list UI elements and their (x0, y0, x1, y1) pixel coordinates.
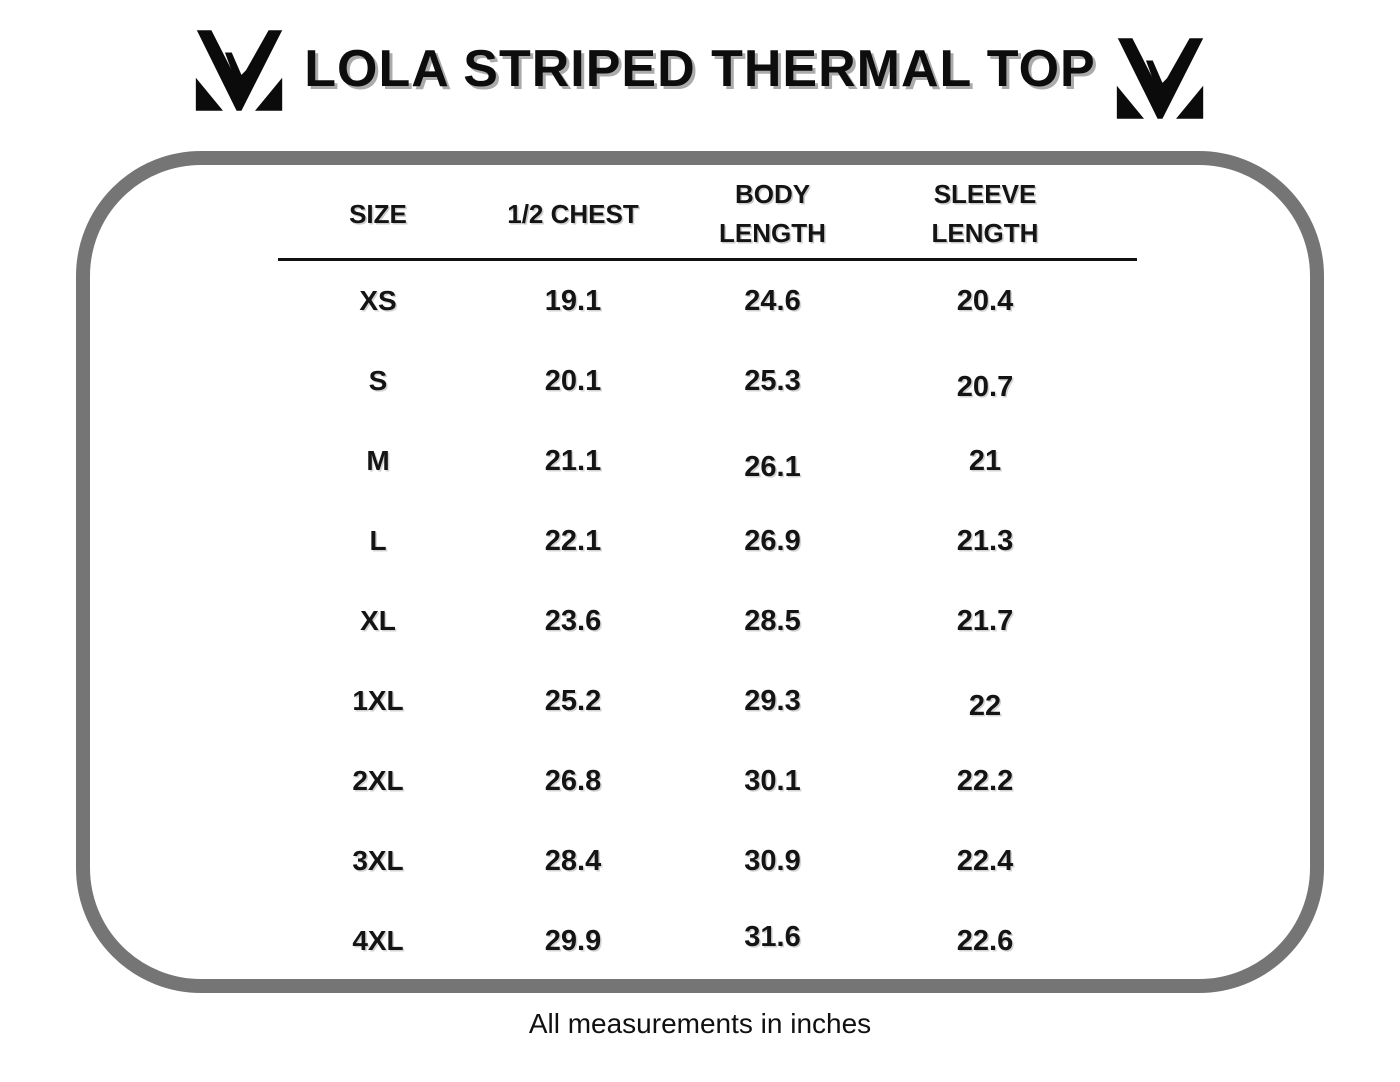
table-row: 1XL 25.2 29.3 22 (278, 661, 1137, 741)
body-cell: 26.1 (744, 450, 801, 483)
chart-frame (76, 151, 1324, 993)
body-cell: 24.6 (744, 284, 801, 317)
measurements-note: All measurements in inches (528, 1008, 872, 1039)
table-row: XS 19.1 24.6 20.4 (278, 261, 1137, 341)
table-header-row: SIZE 1/2 CHEST BODY LENGTH SLEEVE LENGTH (278, 170, 1137, 258)
size-cell: 3XL (352, 845, 404, 876)
sleeve-cell: 21 (968, 444, 1002, 477)
brand-m-logo-icon (191, 25, 288, 113)
sleeve-cell: 22 (968, 689, 1002, 722)
header-divider (278, 258, 1137, 261)
body-cell: 26.9 (744, 524, 801, 557)
body-cell: 30.9 (744, 844, 801, 877)
table-row: 3XL 28.4 30.9 22.4 (278, 821, 1137, 901)
body-cell: 30.1 (744, 764, 801, 797)
chest-cell: 20.1 (544, 364, 602, 397)
chest-cell: 23.6 (544, 604, 602, 637)
table-row: M 21.1 26.1 21 (278, 421, 1137, 501)
sleeve-cell: 20.4 (956, 284, 1014, 317)
brand-m-logo-icon (1112, 33, 1209, 121)
sleeve-cell: 21.3 (956, 524, 1014, 557)
column-header-body: BODY LENGTH (719, 179, 826, 248)
size-cell: 2XL (352, 765, 404, 796)
chest-cell: 26.8 (544, 764, 602, 797)
chest-cell: 29.9 (544, 924, 602, 957)
table-row: 2XL 26.8 30.1 22.2 (278, 741, 1137, 821)
sleeve-cell: 21.7 (956, 604, 1014, 637)
size-cell: XS (359, 285, 397, 316)
sleeve-cell: 22.6 (956, 924, 1014, 957)
size-cell: S (368, 365, 388, 396)
size-cell: M (366, 445, 390, 476)
body-cell: 31.6 (744, 920, 801, 953)
body-cell: 25.3 (744, 364, 801, 397)
size-chart-table: SIZE 1/2 CHEST BODY LENGTH SLEEVE LENGTH… (278, 170, 1137, 981)
table-row: XL 23.6 28.5 21.7 (278, 581, 1137, 661)
body-cell: 28.5 (744, 604, 801, 637)
sleeve-cell: 20.7 (956, 370, 1014, 403)
column-header-sleeve: SLEEVE LENGTH (931, 179, 1039, 248)
chest-cell: 19.1 (544, 284, 602, 317)
chest-cell: 21.1 (544, 444, 602, 477)
size-cell: L (369, 525, 387, 556)
table-row: 4XL 29.9 31.6 22.6 (278, 901, 1137, 981)
chest-cell: 28.4 (544, 844, 602, 877)
size-cell: XL (360, 605, 396, 636)
chest-cell: 22.1 (544, 524, 602, 557)
size-cell: 1XL (352, 685, 404, 716)
page-title: LOLA STRIPED THERMAL TOP (304, 40, 1096, 98)
sleeve-cell: 22.2 (956, 764, 1014, 797)
table-row: L 22.1 26.9 21.3 (278, 501, 1137, 581)
sleeve-cell: 22.4 (956, 844, 1014, 877)
body-cell: 29.3 (744, 684, 801, 717)
brand-header: LOLA STRIPED THERMAL TOP (0, 16, 1400, 122)
table-body: XS 19.1 24.6 20.4 S 20.1 25.3 20.7 M 21.… (278, 261, 1137, 981)
column-header-chest: 1/2 CHEST (507, 198, 639, 229)
table-row: S 20.1 25.3 20.7 (278, 341, 1137, 421)
column-header-size: SIZE (349, 198, 407, 229)
chest-cell: 25.2 (544, 684, 602, 717)
size-cell: 4XL (352, 925, 404, 956)
